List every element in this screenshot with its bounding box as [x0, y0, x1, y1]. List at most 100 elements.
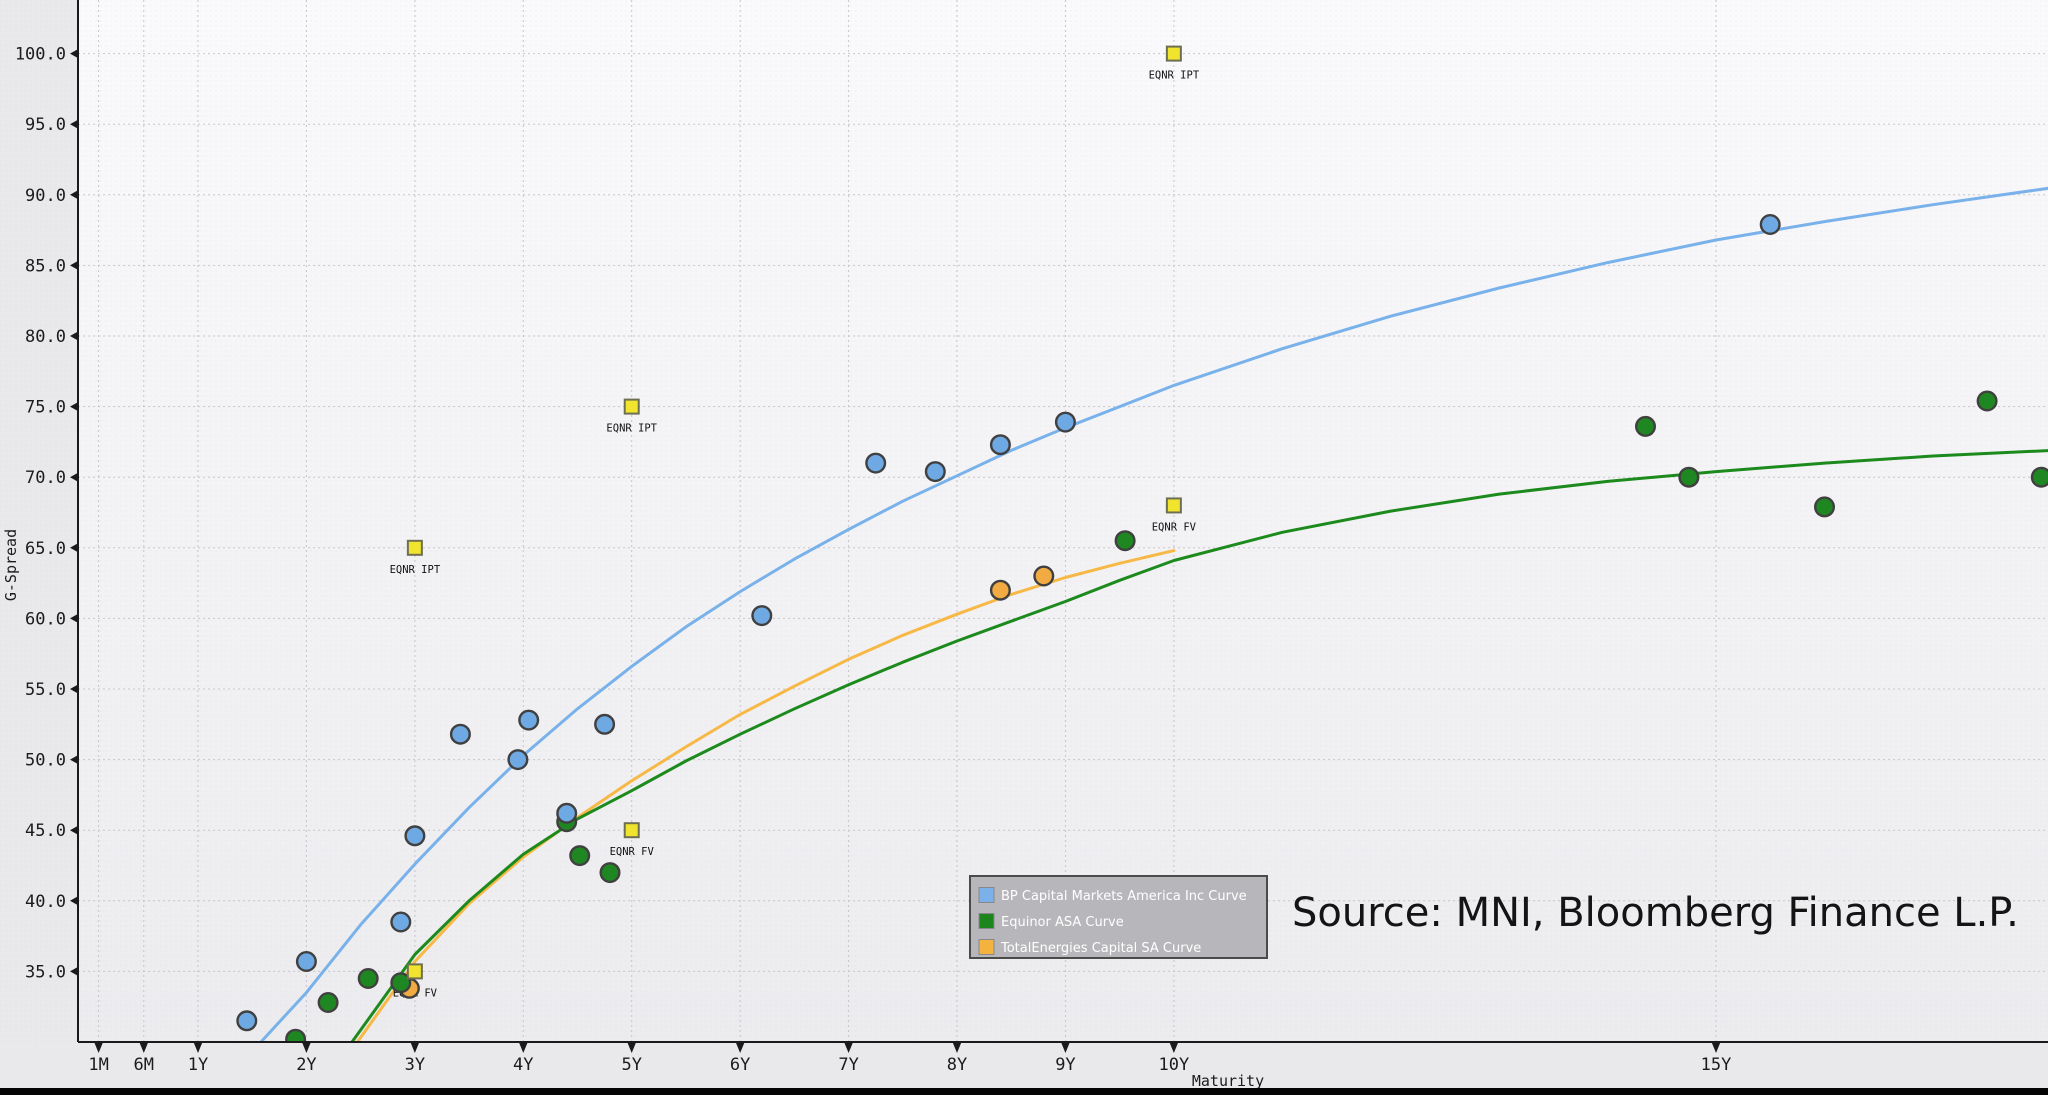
legend-swatch-icon [978, 939, 995, 955]
y-tick-60.0 [70, 613, 78, 623]
y-tick-label-55.0: 55.0 [25, 680, 66, 700]
x-tick-label-1Y: 1Y [188, 1055, 208, 1075]
y-tick-80.0 [70, 331, 78, 341]
totalenergies-capital-sa-point [989, 579, 1011, 601]
legend-entry-label: BP Capital Markets America Inc Curve [1001, 889, 1247, 904]
y-tick-label-75.0: 75.0 [25, 398, 66, 418]
equinor-asa-point [1114, 530, 1136, 552]
y-tick-90.0 [70, 190, 78, 200]
x-tick-label-8Y: 8Y [947, 1055, 967, 1075]
x-tick-6Y [735, 1042, 745, 1053]
x-tick-4Y [518, 1042, 528, 1053]
bp-capital-markets-america-inc-point [518, 709, 540, 731]
eqnr-ipt-square [406, 539, 423, 556]
y-tick-label-40.0: 40.0 [25, 892, 66, 912]
x-tick-label-10Y: 10Y [1159, 1055, 1190, 1075]
bp-capital-markets-america-inc-point [404, 825, 426, 847]
x-tick-15Y [1711, 1042, 1721, 1053]
equinor-asa-point [390, 972, 412, 994]
y-tick-50.0 [70, 755, 78, 765]
x-axis-title: Maturity [1192, 1072, 1264, 1090]
equinor-asa-point [599, 862, 621, 884]
bp-capital-markets-america-inc-point [989, 434, 1011, 456]
x-tick-7Y [844, 1042, 854, 1053]
eqnr-ipt-square [623, 398, 640, 415]
totalenergies-capital-sa-point [1033, 565, 1055, 587]
y-tick-70.0 [70, 472, 78, 482]
equinor-asa-point [1976, 390, 1998, 412]
x-tick-5Y [627, 1042, 637, 1053]
x-tick-2Y [301, 1042, 311, 1053]
legend-swatch-icon [978, 887, 995, 903]
eqnr-ipt-label: EQNR IPT [606, 423, 657, 435]
y-tick-label-45.0: 45.0 [25, 821, 66, 841]
bp-capital-markets-america-inc-point [449, 723, 471, 745]
gridlines [78, 0, 2048, 1042]
x-tick-8Y [952, 1042, 962, 1053]
y-axis-title: G-Spread [2, 529, 20, 601]
y-tick-45.0 [70, 825, 78, 835]
x-tick-label-4Y: 4Y [513, 1055, 533, 1075]
equinor-asa-point [317, 992, 339, 1014]
y-tick-label-65.0: 65.0 [25, 539, 66, 559]
legend-entry-1[interactable]: BP Capital Markets America Inc Curve [978, 887, 1247, 905]
x-tick-3Y [410, 1042, 420, 1053]
x-tick-label-9Y: 9Y [1055, 1055, 1075, 1075]
footer-bar [0, 1088, 2048, 1095]
x-tick-label-1M: 1M [88, 1055, 108, 1075]
y-tick-75.0 [70, 402, 78, 412]
bp-capital-markets-america-inc-point [1054, 411, 1076, 433]
eqnr-fv-label: EQNR FV [1152, 521, 1197, 533]
y-tick-label-85.0: 85.0 [25, 256, 66, 276]
legend-background [969, 875, 1268, 959]
equinor-asa-point [1634, 415, 1656, 437]
y-tick-55.0 [70, 684, 78, 694]
bp-capital-markets-america-inc-point [556, 802, 578, 824]
x-tick-1Y [193, 1042, 203, 1053]
y-tick-label-100.0: 100.0 [15, 45, 66, 65]
y-tick-85.0 [70, 260, 78, 270]
bp-capital-markets-america-inc-point [295, 951, 317, 973]
bp-capital-markets-america-inc-curve-line [259, 186, 2048, 1042]
x-tick-10Y [1169, 1042, 1179, 1053]
bp-capital-markets-america-inc-point [390, 911, 412, 933]
dot-texture [0, 0, 2048, 1042]
y-tick-label-90.0: 90.0 [25, 186, 66, 206]
eqnr-fv-square [623, 822, 640, 839]
x-tick-label-7Y: 7Y [838, 1055, 858, 1075]
equinor-asa-point [569, 845, 591, 867]
eqnr-ipt-square [1165, 45, 1182, 62]
equinor-asa-point [1813, 496, 1835, 518]
y-tick-40.0 [70, 896, 78, 906]
y-tick-100.0 [70, 49, 78, 59]
bp-capital-markets-america-inc-point [751, 605, 773, 627]
equinor-asa-point [357, 968, 379, 990]
legend-entry-3[interactable]: TotalEnergies Capital SA Curve [978, 939, 1201, 957]
bp-capital-markets-america-inc-point [507, 749, 529, 771]
y-tick-label-95.0: 95.0 [25, 115, 66, 135]
x-tick-6M [139, 1042, 149, 1053]
legend-swatch-icon [978, 913, 995, 929]
x-tick-1M [94, 1042, 104, 1053]
y-tick-65.0 [70, 543, 78, 553]
x-tick-label-3Y: 3Y [405, 1055, 425, 1075]
x-tick-label-5Y: 5Y [621, 1055, 641, 1075]
eqnr-fv-square [406, 963, 423, 980]
bp-capital-markets-america-inc-point [1759, 213, 1781, 235]
source-note: Source: MNI, Bloomberg Finance L.P. [1292, 890, 2019, 936]
y-tick-95.0 [70, 119, 78, 129]
bp-capital-markets-america-inc-point [236, 1010, 258, 1032]
y-tick-label-80.0: 80.0 [25, 327, 66, 347]
eqnr-fv-label: EQNR FV [610, 846, 655, 858]
y-tick-35.0 [70, 966, 78, 976]
eqnr-ipt-label: EQNR IPT [390, 564, 441, 576]
legend-box: BP Capital Markets America Inc Curve Equi… [969, 875, 1268, 959]
tick-labels: 35.0 40.0 45.0 50.0 55.0 60.0 65.0 70.0 75.0 80.0… [15, 45, 1732, 1075]
totalenergies-capital-sa-curve-line [355, 549, 1176, 1042]
equinor-asa-point [2030, 466, 2048, 488]
bp-capital-markets-america-inc-point [924, 461, 946, 483]
legend-entry-2[interactable]: Equinor ASA Curve [978, 913, 1124, 931]
y-tick-label-50.0: 50.0 [25, 751, 66, 771]
